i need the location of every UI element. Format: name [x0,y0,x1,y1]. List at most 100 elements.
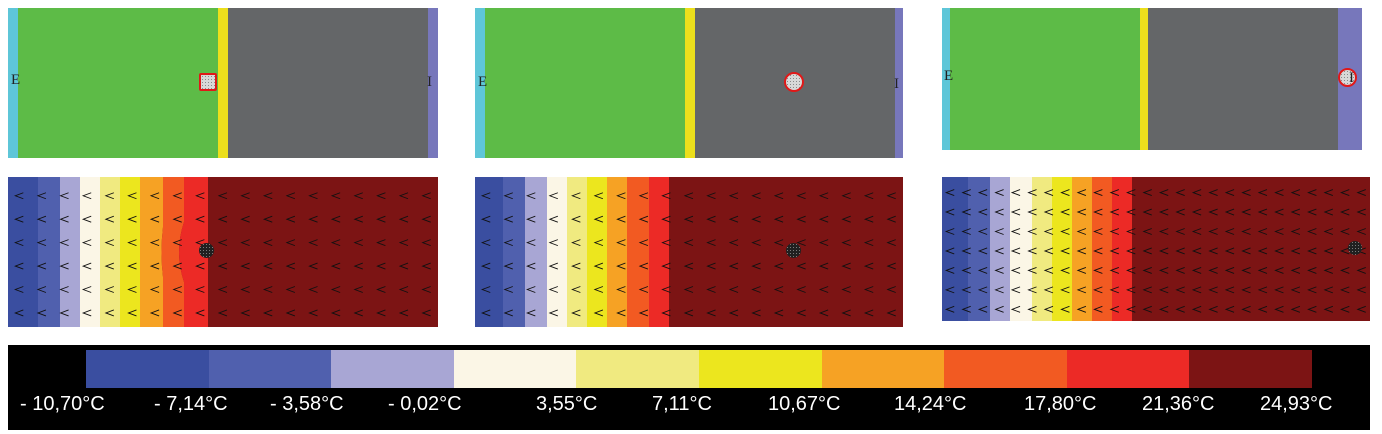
flow-arrow [661,239,671,247]
flow-arrow [886,309,896,317]
flow-arrow [1175,305,1185,313]
flow-arrow [285,239,296,247]
flow-arrow [217,262,228,270]
flow-arrow [661,215,671,223]
flow-arrow [59,192,69,200]
flow-arrow [14,262,24,270]
flow-arrow [36,309,47,317]
flow-arrow [1126,208,1136,216]
flow-arrow [398,309,409,317]
flow-arrow [526,286,536,293]
flow-arrow [1191,247,1202,255]
flow-arrow [1093,286,1103,294]
flow-arrow [172,309,182,317]
flow-arrow [149,192,160,200]
flow-arrow [863,262,874,270]
flow-arrow [977,286,988,294]
flow-arrow [1191,266,1202,274]
flow-arrow [59,286,69,293]
legend-swatch [208,350,332,388]
flow-arrow [217,215,228,223]
flow-arrow [977,228,988,235]
flow-arrow [1307,305,1317,313]
flow-arrow [616,286,626,293]
flow-arrow [661,309,671,317]
flow-arrow [1307,266,1317,274]
flow-arrow [751,309,761,317]
flow-arrow [593,215,604,223]
flow-arrow [127,215,137,223]
flow-arrow [1257,189,1268,196]
flow-arrow [217,192,228,200]
flow-arrow [863,286,874,293]
flow-arrow [1010,208,1021,216]
flow-arrow [503,215,513,223]
flow-arrow [886,262,896,270]
flow-arrow [195,215,205,223]
flow-arrow [421,239,431,247]
flow-arrow [1307,286,1317,294]
flow-arrow [330,286,341,293]
flow-arrow [886,192,896,200]
flow-arrow [1290,286,1301,294]
flow-arrow [14,215,24,223]
flow-arrow [571,262,581,270]
flow-arrow [773,286,784,293]
flow-arrow [1191,305,1202,313]
flow-arrow [1356,305,1366,313]
flow-arrow [262,215,273,223]
flow-arrow [548,262,559,270]
yellow-layer [1140,8,1148,150]
flow-arrow [480,286,491,293]
flow-arrow [1126,305,1136,313]
flow-arrow [59,309,69,317]
sensor-hole [1348,241,1362,255]
wall-section-2: E I [475,8,903,158]
flow-arrow [1043,228,1054,235]
flow-arrow [961,228,971,235]
flow-arrow [593,286,604,293]
flow-arrow [818,239,829,247]
flow-arrow [638,192,649,200]
flow-arrow [706,309,716,317]
flow-arrow [1224,228,1235,235]
flow-arrow [353,239,363,247]
flow-arrow [59,239,69,247]
flow-arrow [1323,228,1334,235]
flow-arrow [1224,286,1235,294]
flow-arrow [353,309,363,317]
flow-arrow [728,239,739,247]
flow-arrow [751,286,761,293]
flow-arrow [376,262,386,270]
flow-arrow [706,239,716,247]
flow-arrow [1109,189,1120,196]
flow-arrow [548,215,559,223]
flow-arrow [1274,208,1284,216]
flow-arrow [81,192,92,200]
flow-arrow [398,192,409,200]
flow-arrow [1142,189,1152,196]
flow-arrow [285,215,296,223]
flow-arrow [773,309,784,317]
flow-arrow [285,192,296,200]
flow-arrow [1290,208,1301,216]
flow-arrow [526,215,536,223]
flow-arrow [172,286,182,293]
flow-arrow [353,262,363,270]
flow-arrow [961,286,971,294]
flow-arrow [661,262,671,270]
flow-arrow [593,262,604,270]
flow-arrow [1158,208,1169,216]
flow-arrow [81,215,92,223]
flow-arrow [1224,208,1235,216]
flow-arrow [1109,286,1120,294]
legend-swatch [944,350,1067,388]
flow-arrow [330,215,341,223]
flow-arrow [818,262,829,270]
flow-arrow [1356,266,1366,274]
sensor-hole [199,243,214,258]
flow-arrow [104,309,115,317]
flow-arrow [977,189,988,196]
flow-arrow [285,286,296,293]
flow-arrow [1175,189,1185,196]
